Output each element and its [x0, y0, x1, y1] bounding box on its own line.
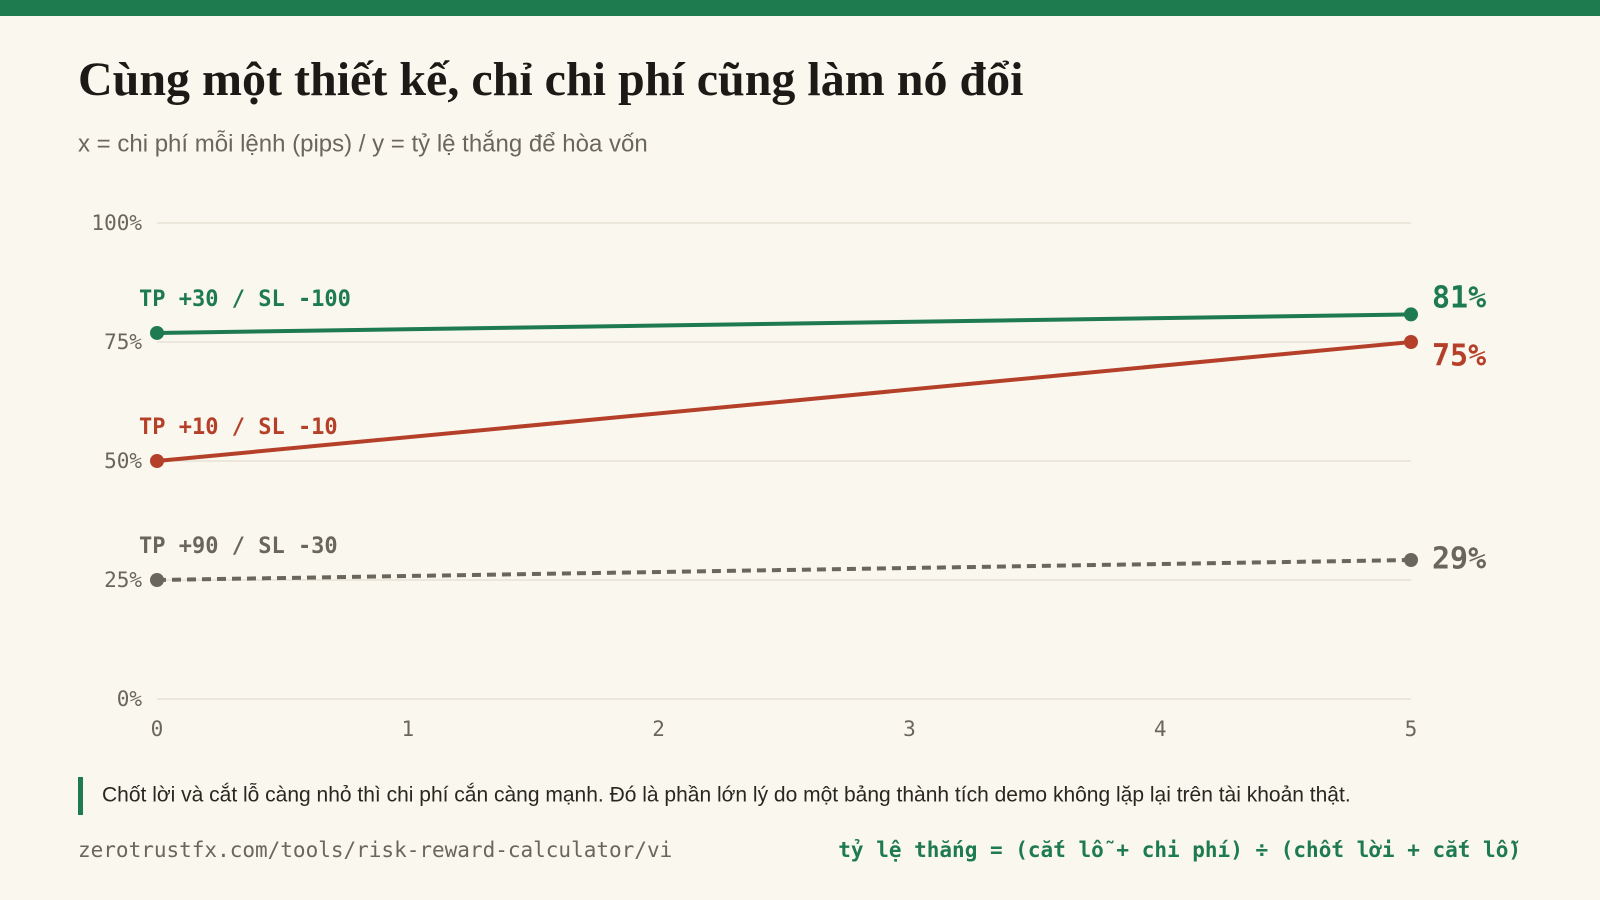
y-tick-label: 0% — [117, 687, 143, 711]
point — [1404, 553, 1418, 568]
x-tick-label: 3 — [903, 717, 916, 741]
end-value-label: 29% — [1432, 542, 1486, 577]
top-bar — [0, 0, 1600, 16]
formula: tỷ lệ thắng = (cắt lỗ + chi phí) ÷ (chốt… — [838, 838, 1521, 862]
plot: 0% 25% 50% 75% 100% 0 1 2 3 4 5 TP +30 / SL -100 TP … — [91, 211, 1486, 741]
x-tick-label: 1 — [401, 717, 414, 741]
y-tick-label: 25% — [104, 568, 142, 592]
chart-subtitle: x = chi phí mỗi lệnh (pips) / y = tỷ lệ … — [78, 130, 648, 157]
series-line — [156, 312, 1412, 335]
legend-label: TP +90 / SL -30 — [139, 534, 338, 559]
legend-label: TP +30 / SL -100 — [139, 287, 351, 312]
end-value-label: 75% — [1432, 339, 1486, 374]
point — [1404, 335, 1418, 349]
note: Chốt lời và cắt lỗ càng nhỏ thì chi phí … — [102, 784, 1351, 807]
x-tick-label: 5 — [1405, 717, 1418, 741]
legend-label: TP +10 / SL -10 — [139, 415, 338, 440]
x-tick-label: 4 — [1154, 717, 1167, 741]
note-bar — [78, 777, 83, 815]
series-line — [156, 340, 1412, 463]
source: zerotrustfx.com/tools/risk-reward-calcul… — [78, 838, 672, 862]
point — [150, 325, 164, 340]
x-tick-label: 0 — [151, 717, 164, 741]
point — [150, 573, 164, 587]
y-tick-label: 50% — [104, 449, 142, 473]
y-tick-label: 100% — [91, 211, 142, 235]
chart-title: Cùng một thiết kế, chỉ chi phí cũng làm … — [78, 53, 1023, 106]
end-value-label: 81% — [1432, 281, 1486, 316]
y-tick-label: 75% — [104, 330, 142, 354]
point — [150, 454, 164, 468]
x-tick-label: 2 — [652, 717, 665, 741]
point — [1404, 307, 1418, 322]
